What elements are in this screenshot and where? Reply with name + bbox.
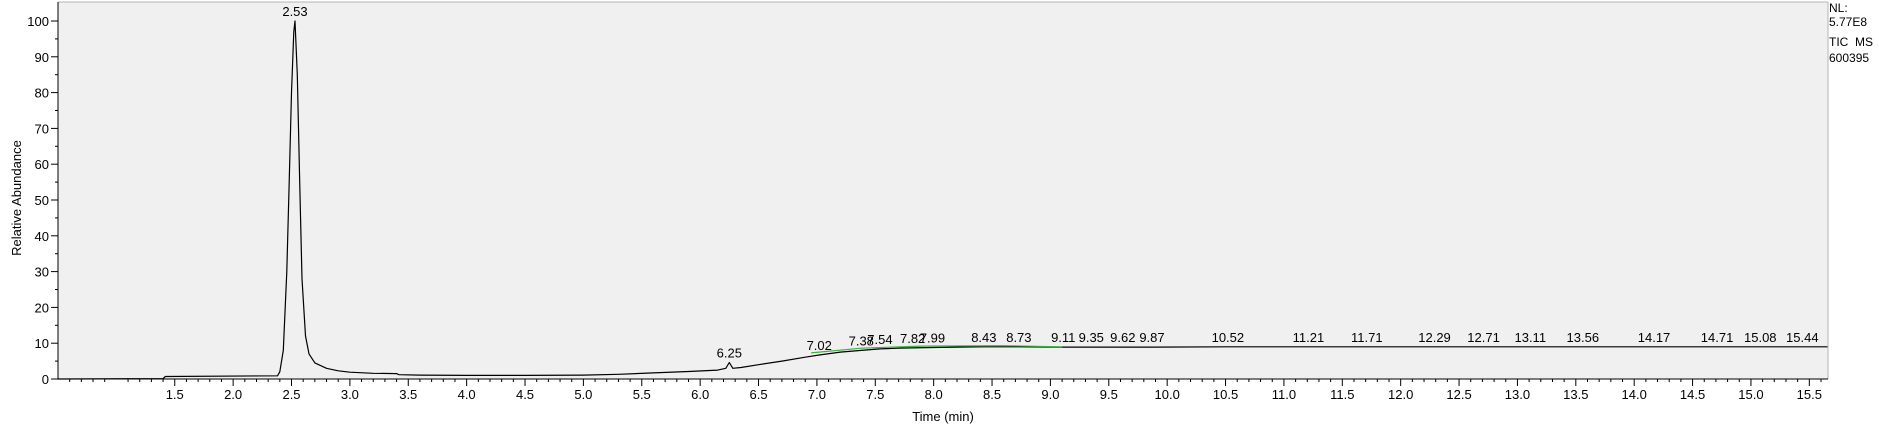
info-line-nl: NL: — [1829, 1, 1848, 15]
y-tick-label: 70 — [35, 121, 49, 136]
y-tick-label: 10 — [35, 336, 49, 351]
x-tick-label: 7.5 — [866, 387, 884, 402]
peak-label: 9.11 — [1051, 330, 1075, 345]
y-tick-label: 30 — [35, 265, 49, 280]
peak-label: 9.35 — [1079, 330, 1104, 345]
peak-label: 7.38 — [849, 333, 874, 348]
y-tick-label: 100 — [27, 14, 49, 29]
x-tick-label: 12.5 — [1446, 387, 1471, 402]
peak-label: 7.99 — [920, 330, 945, 345]
x-tick-label: 14.0 — [1622, 387, 1647, 402]
x-tick-label: 5.0 — [574, 387, 592, 402]
x-axis-title: Time (min) — [912, 409, 974, 424]
peak-label: 12.29 — [1418, 330, 1451, 345]
x-tick-label: 7.0 — [808, 387, 826, 402]
x-tick-label: 8.0 — [925, 387, 943, 402]
x-tick-label: 13.5 — [1563, 387, 1588, 402]
peak-label: 12.71 — [1467, 330, 1500, 345]
peak-label: 7.02 — [807, 338, 832, 353]
series-line-1 — [811, 345, 1063, 354]
peak-label: 11.71 — [1351, 330, 1383, 345]
x-tick-label: 10.0 — [1155, 387, 1180, 402]
peak-label: 14.17 — [1638, 330, 1671, 345]
x-tick-label: 11.5 — [1330, 387, 1354, 402]
info-panel: NL: 5.77E8 TIC MS 600395 — [1829, 1, 1873, 65]
x-tick-label: 6.0 — [691, 387, 709, 402]
x-tick-label: 3.0 — [341, 387, 359, 402]
x-tick-label: 14.5 — [1680, 387, 1705, 402]
x-tick-label: 11.0 — [1272, 387, 1296, 402]
peak-label: 15.08 — [1744, 330, 1777, 345]
x-tick-label: 4.0 — [458, 387, 476, 402]
y-tick-label: 90 — [35, 50, 49, 65]
y-tick-label: 40 — [35, 229, 49, 244]
peak-label: 10.52 — [1212, 330, 1245, 345]
y-tick-label: 0 — [42, 372, 49, 387]
peak-labels-layer: 2.53 6.25 7.02 7.387.54 7.827.99 8.43 8.73 9.11… — [282, 4, 1818, 361]
info-line-file: 600395 — [1829, 51, 1869, 65]
peak-label: 13.56 — [1567, 330, 1600, 345]
y-axis-title: Relative Abundance — [9, 140, 24, 256]
series-line-0 — [57, 20, 1828, 380]
x-tick-label: 10.5 — [1213, 387, 1238, 402]
peak-label: 11.21 — [1293, 330, 1325, 345]
y-tick-label: 60 — [35, 157, 49, 172]
x-tick-label: 15.0 — [1738, 387, 1763, 402]
y-tick-label: 50 — [35, 193, 49, 208]
x-tick-label: 8.5 — [983, 387, 1001, 402]
axes-layer — [57, 1, 1829, 380]
peak-label: 7.82 — [900, 331, 925, 346]
peak-label: 2.53 — [282, 4, 307, 19]
peak-label: 6.25 — [717, 346, 742, 361]
ticks-layer: 1.5 2.0 2.5 3.0 3.5 4.0 4.5 5.0 5.5 6.0 6.5 7.0 7.5 8… — [27, 14, 1822, 402]
x-tick-label: 1.5 — [166, 387, 184, 402]
y-tick-label: 80 — [35, 86, 49, 101]
info-line-scale: 5.77E8 — [1829, 15, 1867, 29]
x-tick-label: 9.0 — [1041, 387, 1059, 402]
x-tick-label: 3.5 — [399, 387, 417, 402]
x-tick-label: 2.5 — [282, 387, 300, 402]
x-tick-label: 2.0 — [224, 387, 242, 402]
peak-label: 8.43 — [971, 330, 996, 345]
peak-label: 7.54 — [867, 332, 892, 347]
peak-label: 9.87 — [1139, 330, 1164, 345]
peak-label: 8.73 — [1006, 330, 1031, 345]
x-tick-label: 15.5 — [1797, 387, 1822, 402]
x-tick-label: 4.5 — [516, 387, 534, 402]
plot-area — [58, 2, 1828, 379]
info-line-scan: TIC MS — [1829, 35, 1873, 49]
x-tick-label: 6.5 — [749, 387, 767, 402]
y-tick-label: 20 — [35, 300, 49, 315]
peak-label: 13.11 — [1514, 330, 1546, 345]
x-tick-label: 9.5 — [1100, 387, 1118, 402]
x-tick-label: 5.5 — [633, 387, 651, 402]
peak-label: 9.62 — [1110, 330, 1135, 345]
x-tick-label: 12.0 — [1388, 387, 1413, 402]
peak-label: 15.44 — [1786, 330, 1819, 345]
peak-label: 14.71 — [1701, 330, 1734, 345]
x-tick-label: 13.0 — [1505, 387, 1530, 402]
series-layer — [57, 20, 1828, 380]
